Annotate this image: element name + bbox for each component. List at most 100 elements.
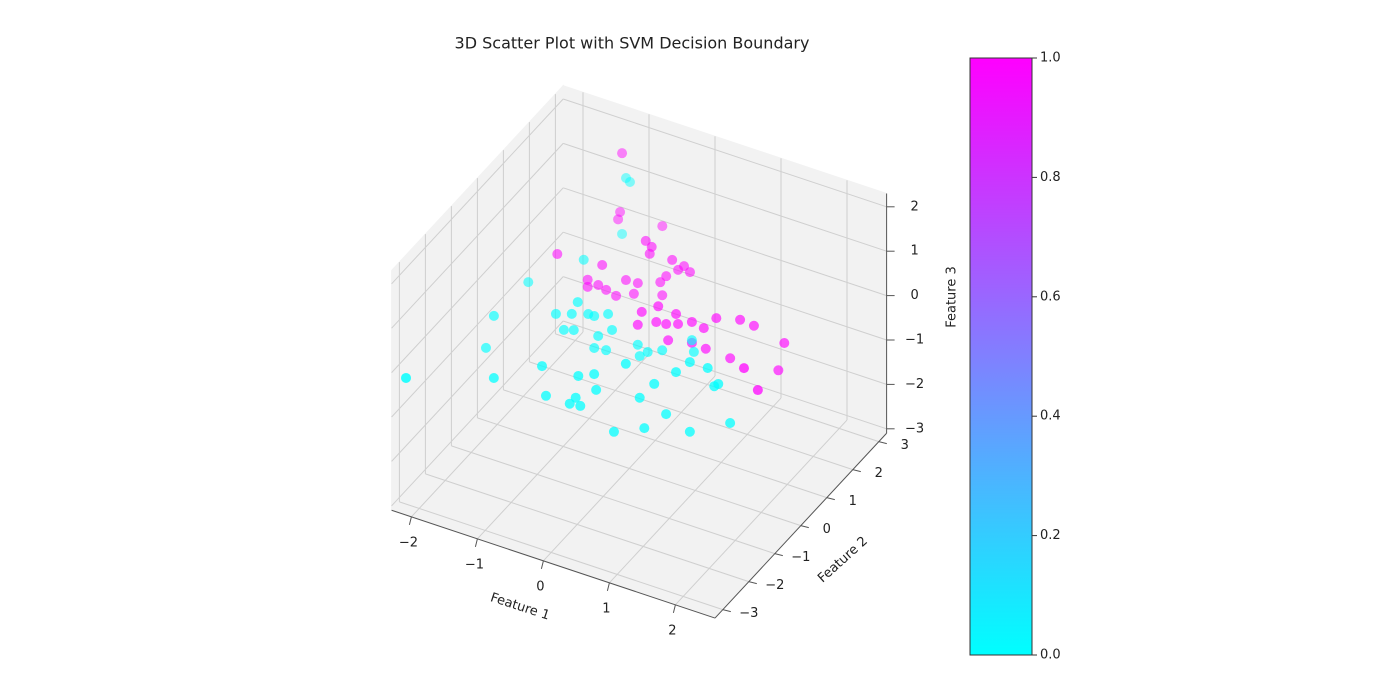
point bbox=[582, 281, 593, 292]
grid-line bbox=[563, 98, 887, 208]
point bbox=[725, 353, 736, 364]
point bbox=[711, 313, 722, 324]
point bbox=[615, 206, 626, 217]
colorbar-tick-label: 0.6 bbox=[1040, 289, 1061, 304]
colorbar-tick-label: 0.2 bbox=[1040, 528, 1061, 543]
point bbox=[568, 325, 579, 336]
point bbox=[550, 308, 561, 319]
point bbox=[634, 392, 645, 403]
z-tick-label: −3 bbox=[905, 421, 924, 436]
z-tick-label: 2 bbox=[910, 199, 918, 214]
y-tick-label: 3 bbox=[901, 438, 909, 453]
point bbox=[649, 378, 660, 389]
point bbox=[607, 324, 618, 335]
point bbox=[540, 390, 551, 401]
point bbox=[684, 357, 695, 368]
tick-mark bbox=[748, 581, 757, 585]
z-tick-label: −2 bbox=[905, 377, 924, 392]
tick-mark bbox=[826, 497, 835, 501]
grid-line bbox=[399, 501, 723, 611]
chart-title: 3D Scatter Plot with SVM Decision Bounda… bbox=[455, 34, 810, 53]
grid-line bbox=[391, 143, 564, 329]
point bbox=[621, 173, 632, 184]
point bbox=[488, 310, 499, 321]
point bbox=[686, 316, 697, 327]
point bbox=[572, 297, 583, 308]
point bbox=[593, 331, 604, 341]
grid-line bbox=[391, 231, 564, 418]
point bbox=[617, 148, 628, 159]
grid-line bbox=[563, 187, 887, 297]
point bbox=[752, 385, 763, 396]
tick-mark bbox=[774, 553, 783, 557]
point bbox=[632, 319, 643, 330]
x-tick-label: −2 bbox=[399, 535, 418, 550]
point bbox=[624, 176, 635, 187]
point bbox=[688, 346, 699, 357]
point bbox=[639, 423, 650, 434]
grid-line bbox=[563, 320, 887, 430]
point bbox=[597, 260, 608, 271]
point bbox=[653, 301, 664, 312]
point bbox=[632, 278, 643, 289]
tick-mark bbox=[606, 582, 610, 591]
tick-mark bbox=[540, 560, 544, 569]
grid-line bbox=[391, 320, 564, 507]
point bbox=[608, 426, 619, 437]
z-tick-label: −1 bbox=[905, 333, 924, 348]
point bbox=[620, 358, 631, 369]
y-tick-label: −2 bbox=[765, 578, 784, 593]
point bbox=[589, 369, 600, 380]
point bbox=[523, 277, 534, 288]
point bbox=[657, 290, 668, 301]
point bbox=[773, 365, 784, 376]
point bbox=[663, 335, 674, 346]
grid-line bbox=[529, 361, 853, 471]
point bbox=[636, 306, 647, 317]
point bbox=[657, 345, 668, 356]
point bbox=[552, 249, 563, 260]
y-tick-label: 2 bbox=[875, 466, 883, 481]
point bbox=[671, 309, 682, 320]
point bbox=[589, 311, 600, 322]
point bbox=[593, 280, 604, 291]
point bbox=[575, 400, 586, 411]
tick-mark bbox=[474, 538, 478, 547]
point bbox=[628, 288, 639, 299]
point bbox=[735, 314, 746, 325]
point bbox=[748, 320, 759, 331]
point bbox=[657, 221, 668, 232]
colorbar-tick-label: 0.8 bbox=[1040, 170, 1061, 185]
point bbox=[700, 343, 711, 354]
point bbox=[686, 335, 697, 346]
point bbox=[738, 363, 749, 374]
tick-mark bbox=[878, 441, 887, 445]
point bbox=[611, 290, 622, 301]
point bbox=[651, 317, 662, 328]
point bbox=[620, 275, 631, 286]
y-tick-label: 0 bbox=[823, 522, 831, 537]
point bbox=[558, 324, 569, 335]
point bbox=[589, 343, 600, 353]
point bbox=[613, 214, 624, 225]
tick-mark bbox=[408, 516, 412, 525]
x-axis-label: Feature 1 bbox=[488, 590, 551, 623]
grid-line bbox=[451, 445, 775, 555]
point bbox=[684, 426, 695, 437]
point bbox=[603, 308, 614, 319]
point bbox=[644, 248, 655, 259]
x-tick-label: 1 bbox=[602, 601, 610, 616]
grid-line bbox=[391, 187, 564, 373]
point bbox=[573, 370, 584, 381]
point bbox=[632, 339, 643, 350]
point bbox=[591, 384, 602, 395]
grid-line bbox=[503, 389, 827, 499]
x-tick-label: 0 bbox=[536, 579, 544, 594]
point bbox=[671, 367, 681, 378]
point bbox=[601, 345, 612, 356]
point bbox=[488, 372, 499, 383]
point bbox=[779, 337, 790, 348]
colorbar-tick-label: 0.4 bbox=[1040, 409, 1061, 424]
point bbox=[617, 228, 628, 239]
